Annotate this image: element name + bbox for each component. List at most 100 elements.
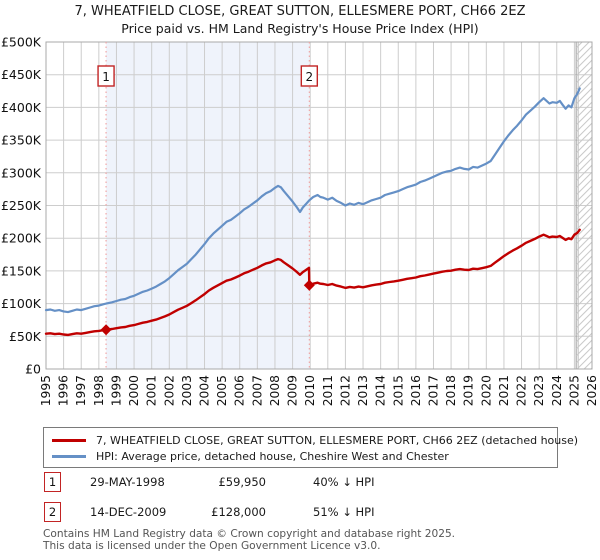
y-tick-label: £250K (1, 198, 42, 213)
future-hatch-line (575, 45, 593, 63)
future-hatch-line (583, 360, 593, 370)
future-hatch-line (575, 297, 593, 315)
x-tick-label: 2004 (198, 375, 212, 406)
future-hatch-line (575, 290, 593, 308)
future-hatch-line (575, 115, 593, 133)
hpi-line-swatch (52, 454, 86, 458)
future-hatch-line (575, 241, 593, 259)
svg-text:2: 2 (305, 70, 313, 84)
x-tick-label: 1999 (109, 375, 123, 406)
price-history-chart: 1 2 £0 £50K £100K £150K £200K £250K £300K £350K £4… (1, 35, 599, 407)
x-tick-label: 2003 (180, 375, 194, 406)
sale-marker-diamond (303, 279, 315, 291)
y-tick-label: £400K (1, 100, 42, 115)
future-hatch-line (575, 52, 593, 70)
x-tick-label: 2006 (233, 375, 247, 406)
future-hatch-line (575, 269, 593, 287)
future-hatch-line (575, 276, 593, 294)
future-hatch-line (575, 325, 593, 343)
y-tick-label: £350K (1, 133, 42, 148)
future-hatch-line (575, 262, 593, 280)
svg-text:1: 1 (102, 70, 110, 84)
footer-line-2: This data is licensed under the Open Gov… (43, 539, 381, 552)
future-hatch-line (575, 122, 593, 140)
x-tick-label: 2000 (127, 375, 141, 406)
future-hatch-line (575, 101, 593, 119)
x-tick-label: 2009 (286, 375, 300, 406)
x-tick-label: 2013 (356, 375, 370, 406)
future-hatch-line (575, 311, 593, 329)
x-tick-label: 2017 (426, 375, 440, 406)
series-line (44, 228, 581, 337)
x-tick-label: 2024 (550, 375, 564, 406)
y-tick-label: £100K (1, 296, 42, 311)
transaction-2-price: £128,000 (211, 505, 266, 519)
future-hatch-line (575, 248, 593, 266)
future-hatch-line (575, 87, 593, 105)
future-hatch-line (575, 59, 593, 77)
future-hatch-line (575, 304, 593, 322)
future-hatch-line (575, 220, 593, 238)
y-tick-label: £450K (1, 67, 42, 82)
legend-label: HPI: Average price, detached house, Ches… (96, 449, 449, 463)
x-tick-label: 2018 (444, 375, 458, 406)
future-hatch-line (575, 192, 593, 210)
y-tick-label: £200K (1, 231, 42, 246)
future-hatch-line (575, 213, 593, 231)
transaction-row-2: 2 14-DEC-2009 £128,000 51% ↓ HPI (0, 502, 600, 524)
transaction-1-marker: 1 (44, 472, 61, 492)
future-hatch-line (575, 283, 593, 301)
future-hatch-line (575, 318, 593, 336)
y-tick-label: £0 (25, 362, 41, 377)
future-hatch-line (575, 108, 593, 126)
x-tick-label: 2021 (497, 375, 511, 406)
property-line-swatch (52, 438, 86, 442)
transaction-2-date: 14-DEC-2009 (90, 505, 167, 519)
transaction-2-marker: 2 (44, 502, 61, 522)
future-hatch-line (575, 185, 593, 203)
future-hatch-line (575, 80, 593, 98)
x-tick-label: 2007 (250, 375, 264, 406)
x-tick-label: 1998 (92, 375, 106, 406)
future-hatch-line (575, 150, 593, 168)
footer-line-1: Contains HM Land Registry data © Crown c… (43, 528, 456, 540)
x-tick-label: 2023 (532, 375, 546, 406)
future-hatch-line (575, 332, 593, 350)
x-tick-label: 2008 (268, 375, 282, 406)
y-tick-label: £150K (1, 263, 42, 278)
transaction-row-1: 1 29-MAY-1998 £59,950 40% ↓ HPI (0, 472, 600, 494)
sale-marker-diamond (100, 324, 112, 336)
y-tick-label: £300K (1, 165, 42, 180)
future-hatch-line (575, 171, 593, 189)
future-hatch-line (575, 66, 593, 84)
transaction-2-hpi-delta: 51% ↓ HPI (313, 505, 375, 519)
future-hatch-line (575, 143, 593, 161)
future-hatch-line (575, 129, 593, 147)
future-hatch-line (575, 164, 593, 182)
x-tick-label: 2022 (515, 375, 529, 406)
x-tick-label: 2014 (374, 375, 388, 406)
future-hatch-line (575, 94, 593, 112)
x-tick-label: 2001 (145, 375, 159, 406)
future-hatch-line (575, 346, 593, 364)
x-tick-label: 2011 (321, 375, 335, 406)
future-hatch-line (575, 73, 593, 91)
transaction-1-hpi-delta: 40% ↓ HPI (313, 475, 375, 489)
future-hatch-line (575, 178, 593, 196)
page-subtitle: Price paid vs. HM Land Registry's House … (121, 21, 479, 36)
y-tick-label: £500K (1, 35, 42, 50)
page-title: 7, WHEATFIELD CLOSE, GREAT SUTTON, ELLES… (74, 4, 526, 19)
x-tick-label: 2015 (391, 375, 405, 406)
sale-marker-label-box (300, 65, 319, 87)
x-tick-label: 1996 (57, 375, 71, 406)
x-tick-label: 2025 (567, 375, 581, 406)
attribution-footer: Contains HM Land Registry data © Crown c… (43, 528, 456, 552)
future-hatch-line (575, 41, 590, 56)
x-tick-label: 1997 (74, 375, 88, 406)
x-tick-label: 2012 (338, 375, 352, 406)
future-hatch-line (576, 353, 593, 370)
future-hatch-line (575, 234, 593, 252)
series-line (44, 87, 581, 314)
future-hatch-line (575, 206, 593, 224)
transaction-1-price: £59,950 (218, 475, 266, 489)
